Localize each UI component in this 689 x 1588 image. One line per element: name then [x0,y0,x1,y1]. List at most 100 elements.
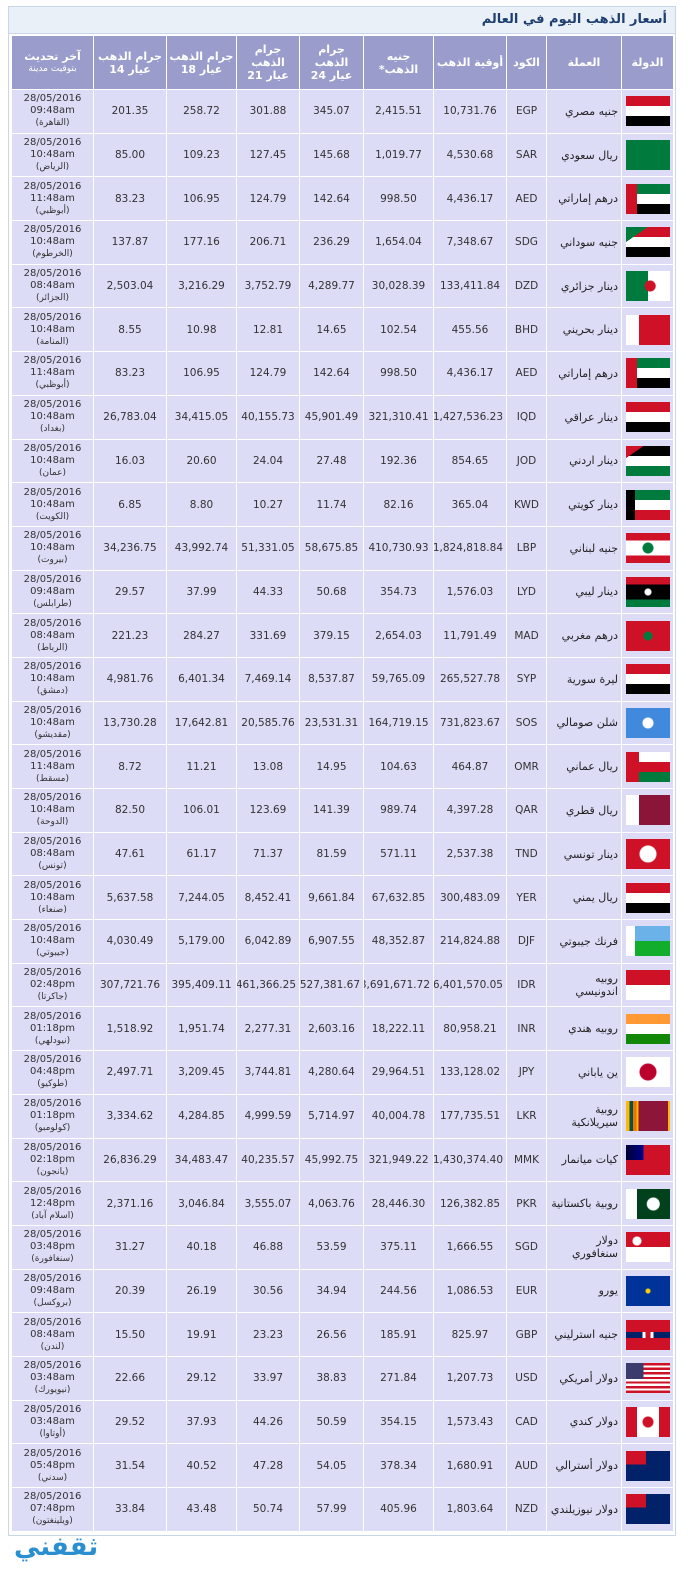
k24-cell: 142.64 [299,176,364,222]
update-city: (أوتاوا) [39,1428,66,1439]
k14-cell: 4,030.49 [93,919,167,964]
code-cell: AED [506,351,547,396]
ounce-cell: 133,411.84 [433,263,507,309]
k24-cell: 4,289.77 [299,263,364,309]
code-cell: JPY [506,1050,547,1095]
update-city: (لندن) [40,1341,65,1352]
code-cell: SGD [506,1224,547,1270]
currency-cell: درهم مغربي [546,613,622,658]
update-city: (الدوحة) [36,817,69,828]
country-flag [625,445,670,476]
update-city: (الكويت) [35,511,70,522]
ounce-cell: 4,530.68 [433,132,507,178]
pound-cell: 185.91 [363,1312,434,1357]
flag-cell [621,176,674,222]
k24-cell: 50.59 [299,1399,364,1445]
k21-cell: 12.81 [236,307,300,353]
k21-cell: 331.69 [236,613,300,658]
update-cell: 28/05/2016 02:48pm (جاكرتا) [11,962,94,1008]
ounce-cell: 825.97 [433,1312,507,1357]
ounce-cell: 300,483.09 [433,875,507,921]
k18-cell: 3,209.45 [166,1050,237,1095]
k14-cell: 26,836.29 [93,1137,167,1183]
update-date: 28/05/2016 [23,792,82,804]
code-cell: CAD [506,1399,547,1445]
header-row: الدولة العملة الكود أوقية الذهب جنيه الذهب* ج… [11,35,674,90]
update-cell: 28/05/2016 10:48am (بيروت) [11,525,94,571]
currency-cell: ريال قطري [546,788,622,833]
update-city: (أبوظبي) [35,380,70,391]
flag-cell [621,919,674,964]
k14-cell: 85.00 [93,132,167,178]
column-header: جرام الذهب عيار 24 [299,35,364,90]
country-flag [625,1057,670,1088]
k18-cell: 284.27 [166,613,237,658]
k21-cell: 44.26 [236,1399,300,1445]
update-date: 28/05/2016 [23,268,82,280]
ounce-cell: 177,735.51 [433,1093,507,1139]
k14-cell: 221.23 [93,613,167,658]
update-date: 28/05/2016 [23,661,82,673]
k18-cell: 40.18 [166,1224,237,1270]
country-flag [625,183,670,214]
ounce-cell: 1,803.64 [433,1487,507,1532]
flag-cell [621,1268,674,1314]
k18-cell: 6,401.34 [166,656,237,702]
k24-cell: 11.74 [299,482,364,527]
k21-cell: 8,452.41 [236,875,300,921]
ounce-cell: 133,128.02 [433,1050,507,1095]
k18-cell: 37.99 [166,569,237,615]
pound-cell: 28,446.30 [363,1181,434,1226]
ounce-cell: 1,573.43 [433,1399,507,1445]
update-date: 28/05/2016 [23,1316,82,1328]
update-date: 28/05/2016 [23,748,82,760]
flag-cell [621,656,674,702]
gold-panel: أسعار الذهب اليوم في العالم الدولة العملة… [8,6,676,1536]
update-city: (بروكسل) [33,1297,72,1308]
code-cell: MMK [506,1137,547,1183]
ounce-cell: 11,791.49 [433,613,507,658]
update-city: (الجزائر) [35,293,69,304]
update-date: 28/05/2016 [23,1272,82,1284]
pound-cell: 354.73 [363,569,434,615]
code-cell: SYP [506,656,547,702]
update-date: 28/05/2016 [23,1229,82,1241]
update-city: (سنغافورة) [31,1254,74,1265]
k21-cell: 30.56 [236,1268,300,1314]
table-row: دينار اردني JOD 854.65 192.36 27.48 24.04 20.6… [11,438,674,484]
ounce-cell: 2,537.38 [433,831,507,877]
table-row: دولار نيوزيلندي NZD 1,803.64 405.96 57.99 50.… [11,1487,674,1532]
update-time: 07:48pm [30,1503,75,1515]
currency-cell: شلن صومالي [546,700,622,746]
k24-cell: 23,531.31 [299,700,364,746]
k24-cell: 14.95 [299,744,364,789]
flag-cell [621,263,674,309]
table-row: ريال قطري QAR 4,397.28 989.74 141.39 123.69 10… [11,788,674,833]
update-cell: 28/05/2016 11:48am (مسقط) [11,744,94,789]
update-cell: 28/05/2016 08:48am (الجزائر) [11,263,94,309]
column-header: آخر تحديث بتوقيت مدينة [11,35,94,90]
k24-cell: 14.65 [299,307,364,353]
flag-cell [621,1224,674,1270]
update-time: 10:48am [30,542,75,554]
ounce-cell: 464.87 [433,744,507,789]
table-row: روبية باكستانية PKR 126,382.85 28,446.30 4,0… [11,1181,674,1226]
update-time: 08:48am [30,1328,75,1340]
update-date: 28/05/2016 [23,1054,82,1066]
table-row: كيات ميانمار MMK 1,430,374.40 321,949.22 45,… [11,1137,674,1183]
k21-cell: 46.88 [236,1224,300,1270]
update-city: (بيروت) [37,555,68,566]
ounce-cell: 1,086.53 [433,1268,507,1314]
currency-cell: كيات ميانمار [546,1137,622,1183]
update-city: (نيويورك) [34,1385,71,1396]
flag-cell [621,962,674,1008]
update-cell: 28/05/2016 10:48am (الكويت) [11,482,94,527]
currency-cell: دينار جزائري [546,263,622,309]
k14-cell: 47.61 [93,831,167,877]
update-time: 11:48am [30,367,75,379]
k24-cell: 5,714.97 [299,1093,364,1139]
update-city: (القاهرة) [35,118,70,129]
flag-cell [621,1181,674,1226]
flag-cell [621,1137,674,1183]
update-city: (طرابلس) [33,598,72,609]
